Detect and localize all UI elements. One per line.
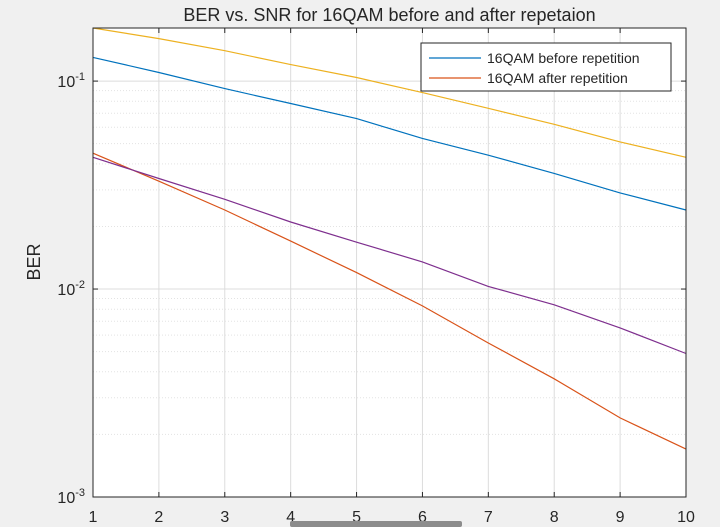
x-tick-label: 3 xyxy=(220,509,229,526)
x-tick-label: 2 xyxy=(154,509,163,526)
x-tick-label: 4 xyxy=(286,509,295,526)
series-line-1 xyxy=(92,56,687,211)
chart-title: BER vs. SNR for 16QAM before and after r… xyxy=(183,5,595,25)
x-tick-label: 6 xyxy=(418,509,427,526)
series-lines xyxy=(92,27,687,450)
y-tick-label: 10-3 xyxy=(57,487,85,507)
legend-box xyxy=(420,42,672,92)
x-tick-label: 5 xyxy=(352,509,361,526)
y-tick-label: 10-1 xyxy=(57,71,85,91)
series-line-3 xyxy=(92,27,687,158)
plot-area xyxy=(93,28,686,497)
legend-entry-label: 16QAM after repetition xyxy=(487,70,628,86)
x-tick-label: 7 xyxy=(484,509,493,526)
ticks: 1 2 3 4 5 6 7 8 9 10 10-3 10-2 10-1 xyxy=(57,28,695,526)
y-tick-label: 10-2 xyxy=(57,279,85,299)
x-tick-label: 10 xyxy=(677,509,695,526)
plot-frame xyxy=(92,27,687,498)
series-line-2 xyxy=(92,152,687,450)
series-line-4 xyxy=(92,156,687,355)
y-axis-label: BER xyxy=(24,243,44,280)
legend: 16QAM before repetition 16QAM after repet… xyxy=(420,42,672,92)
x-tick-label: 8 xyxy=(550,509,559,526)
legend-entry-label: 16QAM before repetition xyxy=(487,50,640,66)
x-tick-label: 1 xyxy=(89,509,98,526)
x-tick-label: 9 xyxy=(616,509,625,526)
horizontal-scrollbar[interactable] xyxy=(290,521,462,527)
